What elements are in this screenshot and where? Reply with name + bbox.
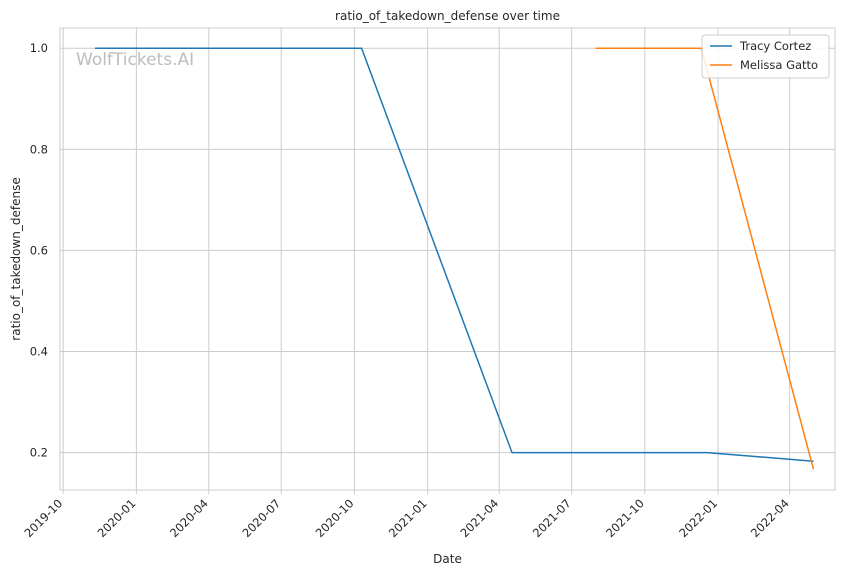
x-tick-label: 2022-04: [748, 496, 792, 540]
plot-frame: [59, 27, 836, 491]
y-tick-label: 0.2: [30, 446, 48, 460]
x-tick-label: 2021-04: [457, 496, 501, 540]
y-tick-label: 0.6: [30, 243, 48, 257]
x-tick-label: 2021-10: [603, 496, 647, 540]
legend: Tracy Cortez Melissa Gatto: [701, 34, 830, 79]
x-tick-label: 2020-01: [95, 496, 139, 540]
y-tick-label: 0.4: [30, 345, 48, 359]
x-tick-label: 2019-10: [21, 496, 65, 540]
x-tick-label: 2021-07: [530, 496, 574, 540]
legend-label: Tracy Cortez: [739, 39, 811, 53]
y-axis-label: ratio_of_takedown_defense: [9, 177, 23, 340]
legend-box: [701, 34, 830, 79]
grid: [60, 28, 835, 490]
y-tick-label: 0.8: [30, 142, 48, 156]
x-tick-label: 2020-10: [313, 496, 357, 540]
series-line-tracy-cortez: [95, 47, 814, 462]
series-lines: [95, 47, 815, 470]
x-axis-ticks: 2019-10 2020-01 2020-04 2020-07 2020-10 2021-…: [21, 490, 792, 540]
x-axis-label: Date: [433, 552, 462, 566]
x-tick-label: 2020-04: [167, 496, 211, 540]
y-axis-ticks: 0.2 0.4 0.6 0.8 1.0: [30, 41, 48, 459]
series-line-melissa-gatto: [595, 47, 815, 470]
legend-label: Melissa Gatto: [740, 58, 818, 72]
chart-title: ratio_of_takedown_defense over time: [335, 9, 560, 23]
x-tick-label: 2021-01: [386, 496, 430, 540]
x-tick-label: 2022-01: [676, 496, 720, 540]
y-tick-label: 1.0: [30, 41, 48, 55]
x-tick-label: 2020-07: [239, 496, 283, 540]
watermark: WolfTickets.AI: [76, 50, 194, 70]
